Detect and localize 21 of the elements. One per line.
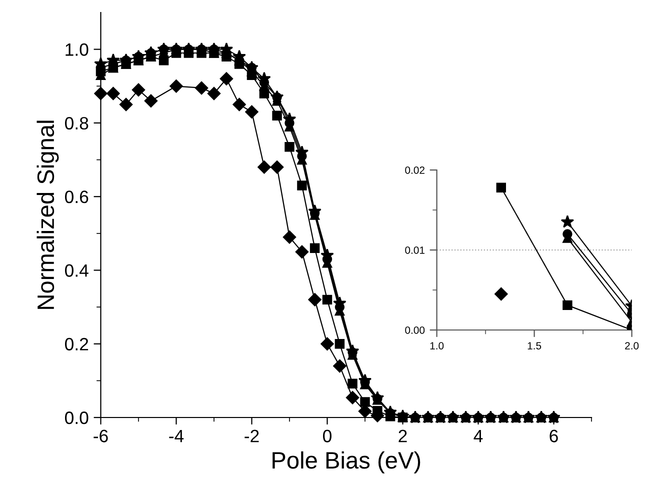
x-tick-label: -2 [244, 430, 259, 442]
x-tick-label: 0 [323, 430, 332, 442]
y-tick-label: 0.8 [65, 117, 88, 130]
x-tick-label: 2.0 [625, 342, 639, 350]
x-tick-label: 4 [474, 430, 483, 442]
y-tick-label: 0.01 [405, 246, 424, 254]
x-tick-label: 2 [398, 430, 407, 442]
y-axis-title: Normalized Signal [36, 120, 59, 309]
y-tick-label: 0.00 [405, 326, 425, 334]
x-tick-label: 1.0 [430, 342, 444, 350]
y-tick-label: 0.2 [65, 338, 88, 350]
y-tick-label: 0.02 [405, 166, 424, 174]
x-axis-title: Pole Bias (eV) [272, 451, 420, 474]
x-tick-label: -6 [94, 430, 108, 442]
y-tick-label: 0.4 [65, 264, 88, 277]
y-tick-label: 0.0 [65, 412, 88, 424]
x-tick-label: 6 [550, 430, 558, 442]
x-tick-label: -4 [169, 430, 184, 442]
y-tick-label: 0.6 [65, 190, 88, 204]
y-tick-label: 1.0 [66, 43, 88, 56]
x-tick-label: 1.5 [528, 342, 542, 350]
